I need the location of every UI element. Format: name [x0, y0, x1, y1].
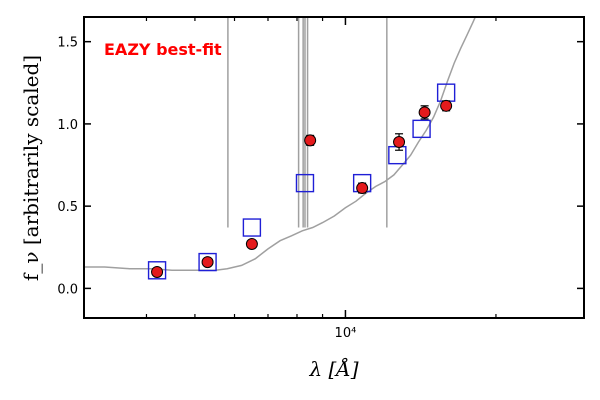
axes: 0.0 0.5 1.0 1.5 10⁴: [57, 16, 585, 341]
y-axis-label: f_ν [arbitrarily scaled]: [19, 55, 43, 281]
observed-point: [245, 237, 258, 250]
observed-point: [418, 106, 431, 119]
model-box: [242, 218, 262, 237]
observed-point: [151, 265, 164, 278]
y-tick-label: 1.5: [57, 36, 78, 51]
x-tick-label: 10⁴: [335, 326, 357, 341]
x-axis-label: λ [Å]: [308, 356, 358, 381]
plot-frame: [83, 16, 585, 319]
model-box: [147, 261, 167, 280]
y-tick-label: 1.0: [57, 118, 78, 133]
model-box: [412, 119, 431, 139]
observed-point: [356, 182, 369, 195]
emission-lines: [227, 17, 388, 228]
model-box: [198, 252, 217, 272]
y-tick-label: 0.5: [57, 200, 78, 215]
observed-point: [304, 134, 317, 147]
observed-point: [393, 136, 406, 149]
observed-point: [201, 256, 214, 269]
observed-point: [440, 99, 453, 112]
model-box: [388, 145, 407, 165]
model-box: [295, 173, 315, 193]
annotation-label: EAZY best-fit: [104, 40, 222, 59]
model-boxes: [147, 83, 456, 280]
y-tick-label: 0.0: [57, 282, 78, 297]
observed-points: [151, 99, 453, 278]
